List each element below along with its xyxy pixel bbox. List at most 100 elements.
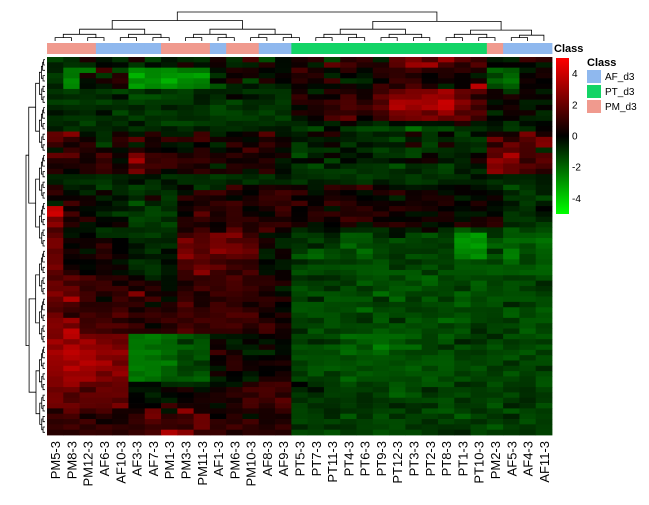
heatmap-cell (323, 328, 341, 335)
heatmap-cell (95, 83, 113, 90)
heatmap-cell (454, 94, 471, 100)
heatmap-cell (519, 307, 537, 313)
heatmap-cell (79, 365, 97, 372)
dendrogram-link (42, 96, 45, 103)
heatmap-cell (226, 88, 243, 95)
heatmap-cell (209, 344, 227, 351)
heatmap-cell (437, 126, 455, 132)
heatmap-cell (47, 126, 64, 132)
heatmap-cell (470, 397, 488, 404)
heatmap-cell (275, 264, 292, 271)
dendrogram-link (315, 37, 333, 41)
heatmap-cell (323, 280, 341, 287)
dendrogram-link (217, 37, 235, 41)
heatmap-cell (242, 317, 260, 324)
heatmap-cell (161, 195, 178, 202)
heatmap-cell (47, 275, 64, 281)
heatmap-cell (405, 381, 423, 388)
heatmap-cell (275, 392, 292, 399)
heatmap-cell (356, 94, 374, 100)
heatmap-cell (372, 243, 390, 250)
heatmap-cell (193, 222, 211, 228)
heatmap-cell (95, 99, 113, 106)
heatmap-cell (437, 195, 455, 202)
heatmap-cell (372, 222, 390, 228)
annotation-cell-AF_d3 (128, 43, 146, 54)
heatmap-cell (128, 269, 146, 276)
heatmap-cell (209, 136, 227, 143)
heatmap-cell (454, 333, 471, 340)
heatmap-cell (226, 120, 243, 127)
heatmap-cell (307, 333, 325, 340)
heatmap-cell (535, 397, 553, 404)
heatmap-cell (79, 248, 97, 255)
heatmap-cell (95, 269, 113, 276)
heatmap-cell (437, 174, 455, 180)
heatmap-cell (356, 333, 374, 340)
heatmap-cell (470, 328, 488, 335)
dendrogram-link (193, 33, 227, 38)
heatmap-cell (454, 307, 471, 313)
heatmap-cell (519, 248, 537, 255)
heatmap-cell (258, 158, 276, 164)
heatmap-cell (470, 67, 488, 74)
heatmap-cell (307, 174, 325, 180)
heatmap-cell (372, 317, 390, 324)
heatmap-cell (389, 147, 406, 154)
heatmap-cell (405, 355, 423, 361)
heatmap-cell (437, 291, 455, 297)
heatmap-cell (47, 94, 64, 100)
heatmap-cell (128, 110, 146, 116)
heatmap-cell (258, 355, 276, 361)
heatmap-cell (242, 99, 260, 106)
heatmap-cell (421, 211, 439, 218)
heatmap-cell (79, 344, 97, 351)
heatmap-cell (340, 99, 357, 106)
heatmap-cell (470, 403, 488, 409)
heatmap-cell (356, 392, 374, 399)
heatmap-cell (177, 200, 195, 207)
heatmap-cell (144, 392, 162, 399)
heatmap-cell (291, 195, 309, 202)
heatmap-cell (503, 222, 520, 228)
heatmap-cell (79, 349, 97, 356)
heatmap-cell (112, 163, 129, 170)
heatmap-cell (454, 163, 471, 170)
heatmap-cell (242, 227, 260, 234)
heatmap-cell (405, 344, 423, 351)
heatmap-cell (144, 371, 162, 377)
heatmap-cell (193, 179, 211, 186)
heatmap-cell (63, 429, 80, 436)
heatmap-cell (405, 152, 423, 159)
heatmap-cell (486, 371, 504, 377)
heatmap-cell (389, 72, 406, 79)
heatmap-cell (242, 355, 260, 361)
heatmap-cell (275, 147, 292, 154)
heatmap-cell (209, 94, 227, 100)
heatmap-cell (356, 200, 374, 207)
heatmap-cell (112, 104, 129, 111)
heatmap-cell (242, 62, 260, 69)
heatmap-cell (242, 323, 260, 329)
heatmap-cell (421, 424, 439, 431)
heatmap-cell (161, 344, 178, 351)
heatmap-cell (242, 392, 260, 399)
heatmap-cell (307, 328, 325, 335)
heatmap-cell (372, 184, 390, 191)
heatmap-cell (144, 365, 162, 372)
heatmap-cell (95, 328, 113, 335)
heatmap-cell (63, 280, 80, 287)
heatmap-cell (323, 200, 341, 207)
heatmap-cell (193, 419, 211, 425)
heatmap-cell (209, 174, 227, 180)
heatmap-cell (79, 312, 97, 319)
heatmap-cell (372, 99, 390, 106)
heatmap-cell (63, 376, 80, 383)
heatmap-cell (63, 397, 80, 404)
dendrogram-link (42, 405, 45, 412)
heatmap-cell (519, 376, 537, 383)
heatmap-cell (226, 126, 243, 132)
heatmap-cell (95, 419, 113, 425)
heatmap-cell (209, 110, 227, 116)
heatmap-cell (177, 67, 195, 74)
